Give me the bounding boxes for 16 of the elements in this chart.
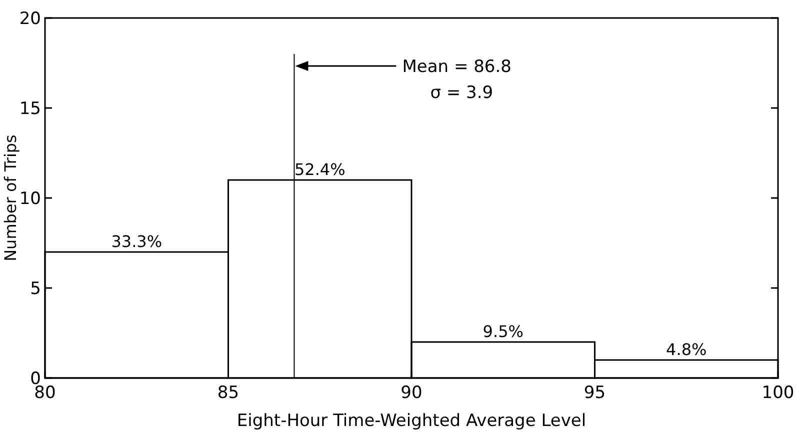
x-tick-label: 95 — [584, 383, 606, 403]
x-tick-label: 90 — [400, 383, 422, 403]
x-tick-label: 100 — [762, 383, 794, 403]
x-tick-label: 85 — [217, 383, 240, 403]
x-axis-title: Eight-Hour Time-Weighted Average Level — [236, 411, 586, 431]
y-axis-title: Number of Trips — [1, 134, 20, 262]
annotation: 4.8% — [666, 340, 707, 359]
annotation: σ = 3.9 — [430, 83, 494, 103]
y-tick-label: 5 — [30, 279, 41, 299]
annotation: 33.3% — [111, 232, 162, 251]
annotation: 9.5% — [482, 322, 524, 341]
annotation: 52.4% — [294, 160, 346, 179]
y-tick-label: 15 — [19, 99, 41, 119]
y-tick-label: 20 — [19, 9, 41, 29]
y-tick-label: 10 — [19, 189, 41, 209]
ref-line-label: Mean = 86.8 — [402, 57, 512, 77]
